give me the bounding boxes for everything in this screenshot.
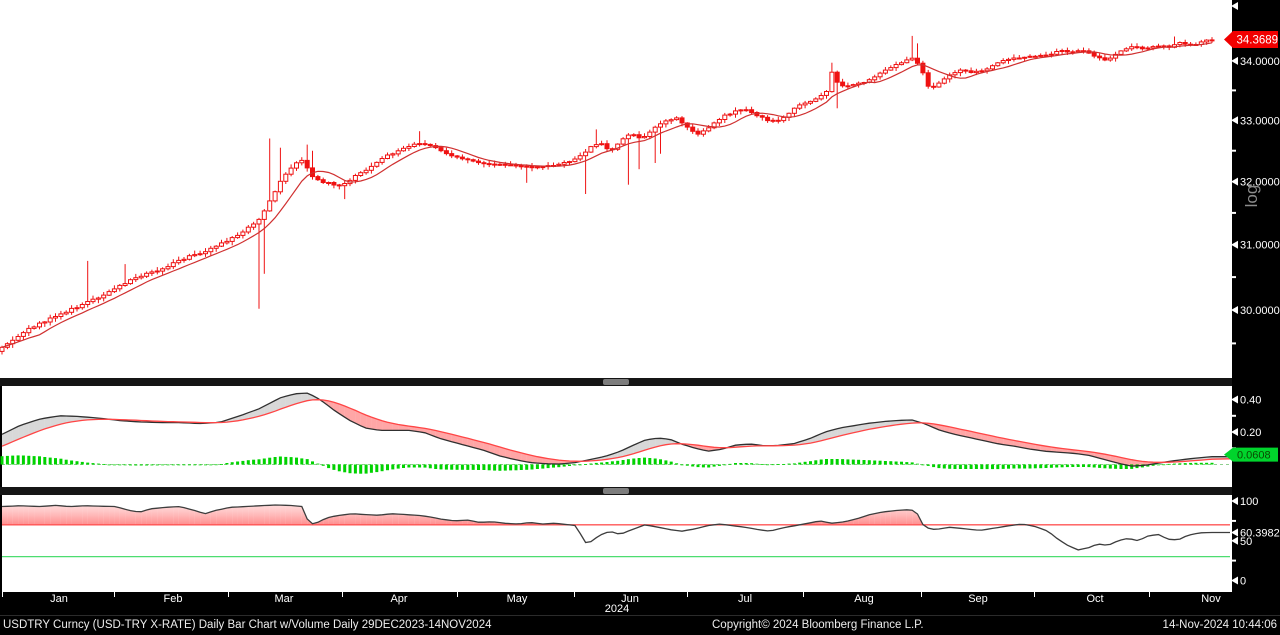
panel-divider-1[interactable] xyxy=(0,378,1232,386)
rsi-panel[interactable] xyxy=(0,495,1232,592)
macd-tick-label: 0.40 xyxy=(1240,395,1261,407)
month-boundary-tick xyxy=(921,592,922,597)
date-axis[interactable]: 2024 Jan Feb Mar Apr May Jun Jul Aug Sep Oct Nov xyxy=(0,592,1232,615)
moving-average-line xyxy=(1,42,1213,348)
price-tick-label: 31.0000 xyxy=(1240,240,1280,252)
macd-signal-spread-fill xyxy=(2,393,1230,467)
rsi-overbought-fill xyxy=(2,505,1025,526)
month-label-jul: Jul xyxy=(737,593,753,605)
month-label-mar: Mar xyxy=(274,593,294,605)
month-boundary-tick xyxy=(114,592,115,597)
month-boundary-tick xyxy=(228,592,229,597)
value-axis-labels: 34.0000 33.0000 32.0000 31.0000 30.0000 log 0.… xyxy=(1224,2,1280,588)
macd-signal-line xyxy=(1,399,1231,463)
log-scale-label: log xyxy=(1242,185,1261,208)
price-tick-label: 30.0000 xyxy=(1240,305,1280,317)
copyright-notice: Copyright© 2024 Bloomberg Finance L.P. xyxy=(712,619,924,631)
month-label-may: May xyxy=(506,593,528,605)
status-bar: USDTRY Curncy (USD-TRY X-RATE) Daily Bar… xyxy=(0,615,1280,635)
month-boundary-tick xyxy=(457,592,458,597)
rsi-tick-label: 100 xyxy=(1240,496,1258,508)
price-tick-label: 32.0000 xyxy=(1240,177,1280,189)
month-boundary-tick xyxy=(1149,592,1150,597)
month-boundary-tick xyxy=(803,592,804,597)
month-boundary-tick xyxy=(1034,592,1035,597)
panel-divider-2[interactable] xyxy=(0,487,1232,495)
month-label-sep: Sep xyxy=(968,593,988,605)
price-tick-label: 34.0000 xyxy=(1240,56,1280,68)
divider-drag-handle[interactable] xyxy=(603,379,629,385)
month-label-apr: Apr xyxy=(390,593,408,605)
price-panel[interactable] xyxy=(0,0,1232,378)
axis-ticks: 34.0000 33.0000 32.0000 31.0000 30.0000 log 0.… xyxy=(1224,2,1280,588)
macd-line xyxy=(1,392,1230,467)
macd-tick-label: 0.20 xyxy=(1240,427,1261,439)
year-label: 2024 xyxy=(604,603,630,615)
candlesticks xyxy=(0,35,1215,355)
month-label-jun: Jun xyxy=(621,593,639,605)
divider-drag-handle[interactable] xyxy=(603,488,629,494)
price-axis-column[interactable]: 34.0000 33.0000 32.0000 31.0000 30.0000 log 0.… xyxy=(1224,0,1280,615)
month-label-aug: Aug xyxy=(854,593,874,605)
macd-signal-tag-label: 0.0608 xyxy=(1237,450,1271,462)
rsi-tick-label: 0 xyxy=(1240,576,1246,588)
rsi-current-value: 60.3982 xyxy=(1240,528,1280,540)
month-label-feb: Feb xyxy=(163,593,183,605)
rsi-tick-label: 50 xyxy=(1240,536,1252,548)
price-candlestick-chart xyxy=(0,35,1215,355)
month-boundary-tick xyxy=(687,592,688,597)
macd-panel[interactable] xyxy=(0,386,1232,487)
security-description: USDTRY Curncy (USD-TRY X-RATE) Daily Bar… xyxy=(3,619,492,631)
month-boundary-tick xyxy=(2,592,3,597)
month-boundary-tick xyxy=(342,592,343,597)
last-price-tag-label: 34.3689 xyxy=(1237,35,1279,47)
month-label-oct: Oct xyxy=(1086,593,1104,605)
macd-signal-value-tag xyxy=(1224,447,1278,462)
timestamp: 14-Nov-2024 10:44:06 xyxy=(1162,619,1277,631)
month-label-nov: Nov xyxy=(1201,593,1221,605)
last-price-tag xyxy=(1224,31,1278,48)
month-boundary-tick xyxy=(574,592,575,597)
rsi-line xyxy=(1,504,1230,551)
price-tick-label: 33.0000 xyxy=(1240,115,1280,127)
month-label-jan: Jan xyxy=(50,593,68,605)
rsi-indicator-chart xyxy=(0,495,1230,592)
macd-indicator-chart xyxy=(0,386,1231,487)
